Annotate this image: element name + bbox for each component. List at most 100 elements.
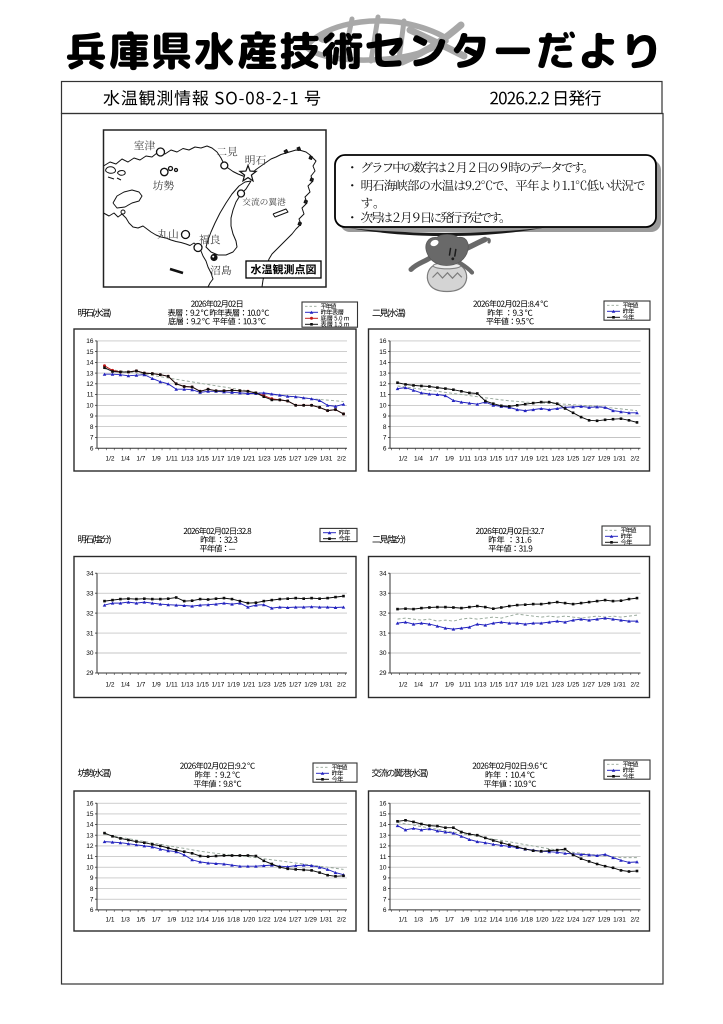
svg-text:34: 34 [86, 570, 94, 577]
svg-text:30: 30 [86, 650, 94, 657]
svg-text:1/18: 1/18 [520, 917, 533, 924]
svg-text:8: 8 [90, 886, 94, 893]
svg-text:1/29: 1/29 [304, 455, 317, 462]
svg-text:30: 30 [379, 650, 387, 657]
svg-text:1/27: 1/27 [289, 682, 302, 689]
svg-text:1/12: 1/12 [474, 917, 487, 924]
svg-text:1/16: 1/16 [505, 917, 518, 924]
svg-text:6: 6 [90, 907, 94, 914]
svg-text:1/9: 1/9 [445, 682, 454, 689]
svg-text:9: 9 [383, 875, 387, 882]
svg-text:1/9: 1/9 [167, 917, 176, 924]
svg-text:1/7: 1/7 [152, 917, 161, 924]
svg-text:31: 31 [86, 630, 94, 637]
svg-text:1/3: 1/3 [414, 917, 423, 924]
svg-text:1/29: 1/29 [598, 455, 611, 462]
svg-text:15: 15 [379, 349, 387, 356]
svg-text:11: 11 [380, 392, 387, 399]
svg-text:1/23: 1/23 [551, 455, 564, 462]
svg-text:1/27: 1/27 [289, 917, 302, 924]
svg-text:10: 10 [86, 864, 94, 871]
svg-text:1/21: 1/21 [243, 682, 256, 689]
svg-text:1/25: 1/25 [567, 455, 580, 462]
svg-text:1/1: 1/1 [105, 917, 114, 924]
svg-text:1/7: 1/7 [429, 682, 438, 689]
svg-text:32: 32 [86, 610, 94, 617]
svg-text:15: 15 [86, 349, 94, 356]
svg-text:11: 11 [380, 854, 387, 861]
svg-text:1/27: 1/27 [582, 455, 595, 462]
svg-text:14: 14 [379, 360, 387, 367]
svg-text:1/29: 1/29 [304, 682, 317, 689]
svg-text:8: 8 [383, 886, 387, 893]
svg-text:10: 10 [379, 403, 387, 410]
svg-text:10: 10 [86, 403, 94, 410]
svg-text:32: 32 [379, 610, 387, 617]
svg-text:33: 33 [86, 590, 94, 597]
svg-text:12: 12 [379, 843, 387, 850]
svg-text:1/11: 1/11 [459, 455, 472, 462]
svg-text:1/9: 1/9 [460, 917, 469, 924]
svg-text:1/4: 1/4 [414, 682, 423, 689]
svg-text:1/29: 1/29 [304, 917, 317, 924]
svg-text:13: 13 [86, 370, 94, 377]
svg-text:1/24: 1/24 [567, 917, 580, 924]
svg-text:9: 9 [383, 413, 387, 420]
svg-text:1/1: 1/1 [398, 917, 407, 924]
svg-text:2/2: 2/2 [630, 682, 639, 689]
svg-text:1/11: 1/11 [166, 682, 179, 689]
svg-text:1/31: 1/31 [613, 917, 626, 924]
svg-text:1/25: 1/25 [273, 682, 286, 689]
svg-text:1/31: 1/31 [320, 455, 333, 462]
svg-text:1/27: 1/27 [289, 455, 302, 462]
svg-text:1/9: 1/9 [445, 455, 454, 462]
svg-text:29: 29 [86, 670, 94, 677]
svg-text:1/11: 1/11 [459, 682, 472, 689]
svg-text:1/31: 1/31 [320, 917, 333, 924]
svg-text:1/3: 1/3 [121, 917, 130, 924]
svg-text:1/31: 1/31 [320, 682, 333, 689]
svg-text:1/29: 1/29 [598, 917, 611, 924]
svg-text:1/19: 1/19 [227, 682, 240, 689]
svg-text:15: 15 [86, 811, 94, 818]
svg-text:1/20: 1/20 [243, 917, 256, 924]
svg-text:2/2: 2/2 [630, 917, 639, 924]
svg-text:1/23: 1/23 [551, 682, 564, 689]
svg-text:1/4: 1/4 [121, 682, 130, 689]
svg-text:1/11: 1/11 [166, 455, 179, 462]
svg-text:2/2: 2/2 [337, 455, 346, 462]
svg-text:7: 7 [383, 435, 387, 442]
svg-text:14: 14 [86, 822, 94, 829]
svg-text:1/27: 1/27 [582, 917, 595, 924]
svg-text:1/22: 1/22 [258, 917, 271, 924]
svg-text:2/2: 2/2 [337, 917, 346, 924]
svg-text:1/12: 1/12 [181, 917, 194, 924]
svg-text:1/14: 1/14 [196, 917, 209, 924]
svg-text:1/16: 1/16 [212, 917, 225, 924]
svg-text:13: 13 [86, 832, 94, 839]
svg-text:6: 6 [90, 445, 94, 452]
svg-text:16: 16 [86, 338, 94, 345]
svg-text:1/7: 1/7 [136, 455, 145, 462]
svg-text:1/13: 1/13 [181, 682, 194, 689]
svg-text:1/22: 1/22 [551, 917, 564, 924]
svg-text:1/4: 1/4 [414, 455, 423, 462]
svg-text:1/25: 1/25 [273, 455, 286, 462]
svg-text:1/17: 1/17 [505, 455, 518, 462]
svg-text:1/23: 1/23 [258, 455, 271, 462]
svg-text:16: 16 [379, 338, 387, 345]
svg-text:1/24: 1/24 [273, 917, 286, 924]
svg-text:7: 7 [90, 435, 94, 442]
svg-text:7: 7 [90, 896, 94, 903]
svg-text:15: 15 [379, 811, 387, 818]
svg-text:1/15: 1/15 [196, 455, 209, 462]
svg-text:34: 34 [379, 570, 387, 577]
svg-text:1/2: 1/2 [398, 455, 407, 462]
svg-text:12: 12 [86, 843, 94, 850]
svg-text:11: 11 [87, 392, 94, 399]
svg-text:6: 6 [383, 445, 387, 452]
svg-text:1/17: 1/17 [212, 682, 225, 689]
svg-text:1/21: 1/21 [536, 455, 549, 462]
svg-text:1/13: 1/13 [181, 455, 194, 462]
svg-text:9: 9 [90, 875, 94, 882]
